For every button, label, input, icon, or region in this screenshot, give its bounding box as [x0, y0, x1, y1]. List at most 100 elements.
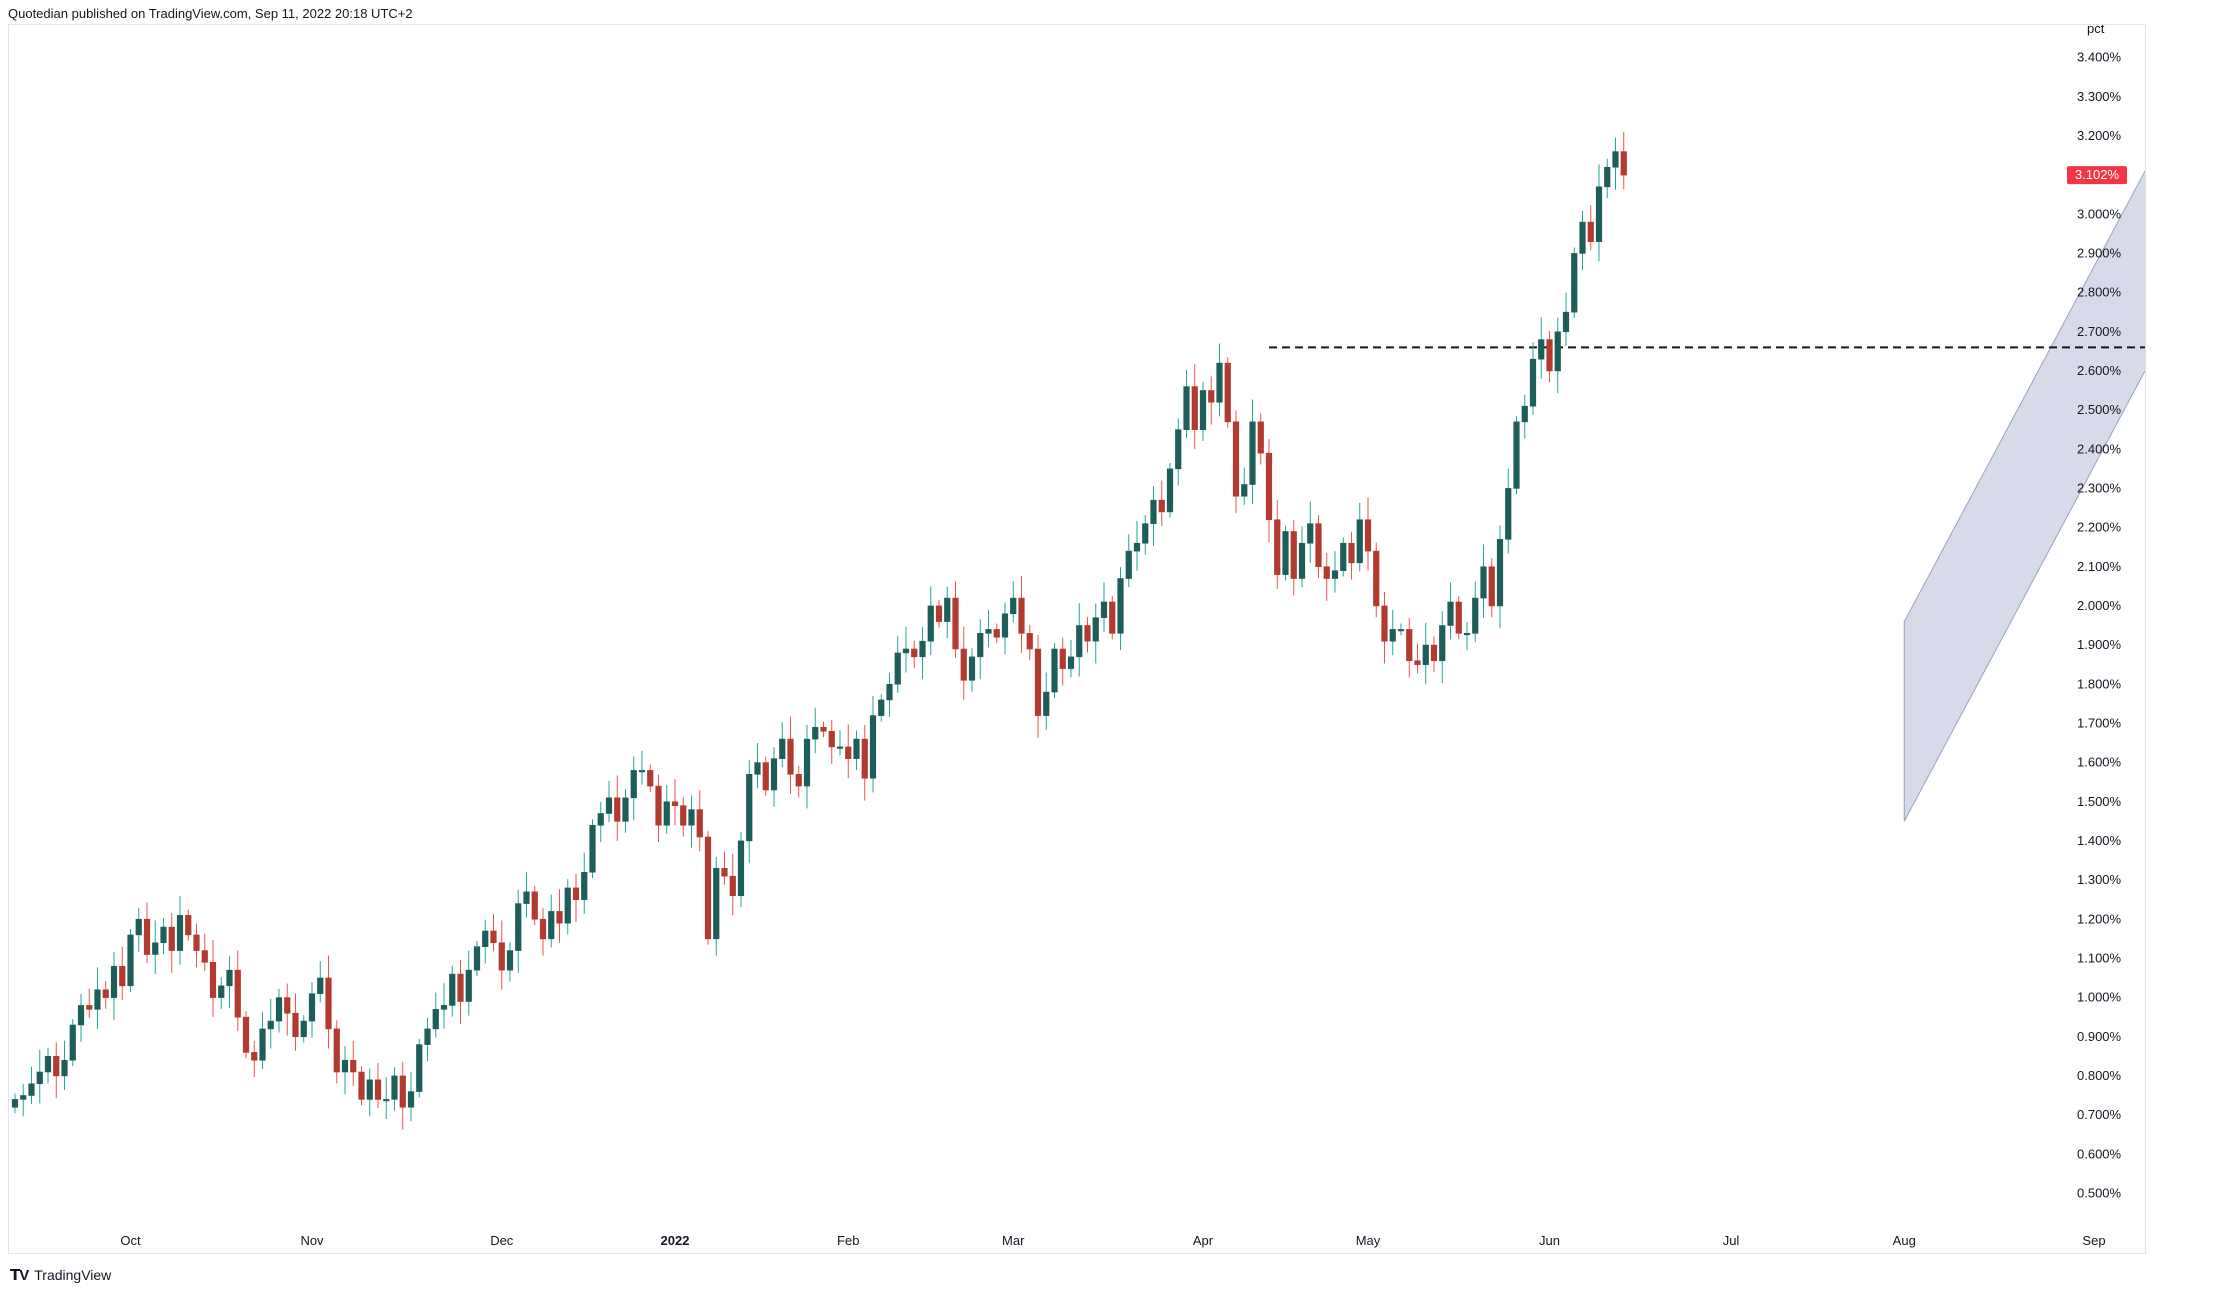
candle-body	[638, 770, 646, 773]
candle	[968, 648, 976, 692]
candle-body	[952, 597, 959, 650]
candle	[1018, 575, 1025, 653]
candle	[1076, 603, 1083, 677]
x-tick-label: May	[1356, 1233, 1381, 1248]
candle-body	[515, 903, 522, 951]
candle	[1257, 413, 1264, 465]
candle-body	[1034, 648, 1042, 716]
candle	[1265, 439, 1273, 543]
candle	[1315, 515, 1322, 579]
candle	[1298, 526, 1306, 588]
candle-body	[721, 868, 728, 877]
candle	[919, 627, 926, 680]
candle-body	[1150, 499, 1157, 524]
candle-body	[1265, 452, 1273, 521]
candle	[482, 919, 489, 964]
candle-body	[440, 1005, 448, 1010]
candle-body	[779, 738, 786, 759]
candle-body	[564, 887, 571, 924]
candle	[251, 1041, 258, 1078]
candle-body	[457, 973, 464, 1002]
candle-body	[325, 977, 332, 1030]
candle-body	[317, 977, 324, 994]
candle-body	[795, 774, 802, 787]
candle	[308, 982, 316, 1038]
candle-body	[102, 989, 109, 998]
footer[interactable]: 𝗧V TradingView	[10, 1266, 111, 1284]
candle	[267, 998, 274, 1049]
candle-body	[746, 774, 753, 842]
candle-body	[53, 1056, 60, 1077]
candle-body	[853, 738, 860, 759]
candle-body	[135, 918, 142, 936]
candle	[1199, 381, 1207, 442]
y-tick-label: 1.700%	[2077, 715, 2122, 730]
candle-body	[1059, 648, 1066, 669]
candle	[770, 747, 778, 807]
candle-body	[762, 762, 769, 791]
candle	[1125, 534, 1132, 588]
candle-body	[1612, 151, 1619, 168]
y-tick-label: 3.200%	[2077, 128, 2122, 143]
x-tick-label: Nov	[300, 1233, 324, 1248]
candle-body	[1166, 468, 1174, 513]
price-axis[interactable]: pct 0.500% 0.600% 0.700% 0.800% 0.900% 1.000% 1…	[2077, 21, 2122, 1200]
last-price-badge: 3.102%	[2067, 166, 2127, 185]
candle-body	[1562, 311, 1570, 333]
candle-body	[787, 738, 794, 775]
candle	[1059, 637, 1066, 686]
candle-body	[1554, 331, 1561, 372]
candle-body	[1257, 421, 1264, 454]
candle-body	[1455, 601, 1462, 634]
candle-body	[1546, 339, 1553, 372]
candle-body	[548, 911, 555, 940]
candle-body	[836, 746, 844, 749]
candle-body	[1175, 429, 1182, 470]
candle-body	[1142, 523, 1149, 544]
candle-body	[424, 1028, 431, 1045]
candle	[218, 977, 225, 1009]
candle-body	[1232, 421, 1240, 497]
candle-body	[209, 962, 217, 998]
candle	[1150, 486, 1157, 546]
candle-body	[688, 809, 695, 826]
candle-body	[110, 965, 118, 998]
candle-body	[1018, 597, 1025, 634]
candle-body	[119, 965, 126, 987]
y-tick-label: 1.300%	[2077, 872, 2122, 887]
candle-body	[878, 699, 885, 716]
candle	[589, 819, 596, 879]
candle-body	[143, 918, 151, 955]
time-axis[interactable]: OctNovDec2022FebMarAprMayJunJulAugSep19	[120, 1233, 2200, 1248]
candle-body	[886, 683, 893, 701]
candle-body	[803, 738, 811, 787]
candle	[432, 992, 439, 1038]
candle	[143, 902, 151, 964]
candle	[383, 1077, 390, 1119]
candle	[531, 885, 538, 926]
y-tick-label: 0.700%	[2077, 1107, 2122, 1122]
candle-body	[737, 840, 745, 897]
candle-body	[416, 1044, 423, 1092]
x-tick-label: Aug	[1893, 1233, 1916, 1248]
candle-body	[1439, 625, 1446, 662]
candle	[515, 889, 522, 973]
candle-body	[432, 1009, 439, 1030]
candle	[647, 764, 654, 792]
y-tick-label: 1.000%	[2077, 990, 2122, 1005]
candle	[696, 790, 703, 852]
candle	[1373, 542, 1380, 618]
candle	[473, 940, 481, 977]
candlestick-chart[interactable]: pct 0.500% 0.600% 0.700% 0.800% 0.900% 1.000% 1…	[9, 21, 2200, 1253]
candle	[737, 832, 745, 908]
candle-body	[1133, 542, 1141, 552]
candle-body	[292, 1012, 299, 1038]
candle	[1397, 623, 1405, 636]
candle-body	[490, 930, 497, 944]
candle-body	[193, 934, 200, 951]
candle-body	[572, 887, 580, 900]
candle-body	[28, 1083, 35, 1096]
y-tick-label: 0.500%	[2077, 1185, 2122, 1200]
candle	[985, 609, 992, 648]
candle	[28, 1066, 35, 1105]
